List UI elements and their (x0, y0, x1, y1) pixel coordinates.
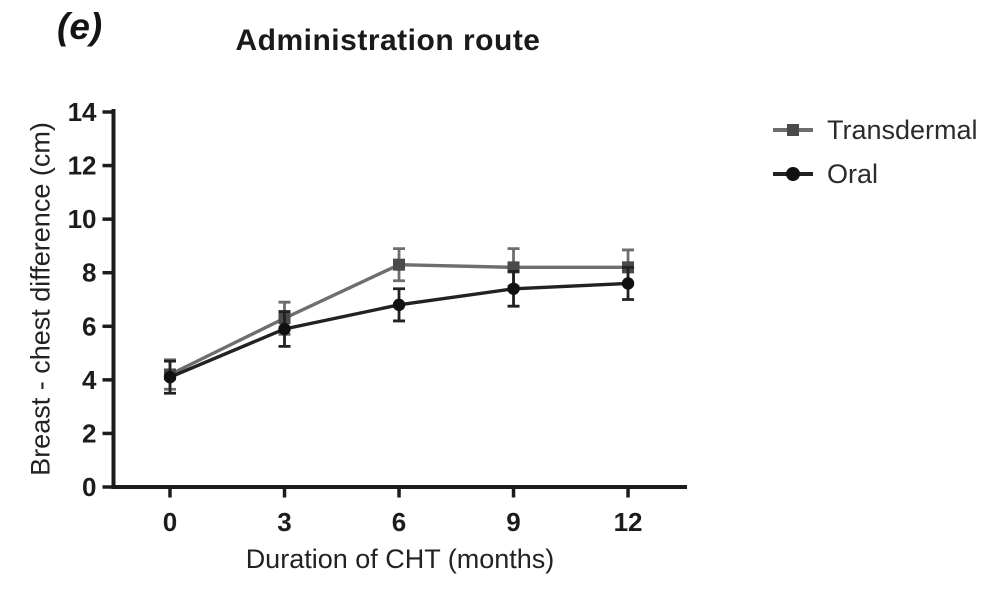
transdermal-marker-icon (773, 124, 813, 136)
svg-text:6: 6 (392, 507, 406, 537)
x-axis-label: Duration of CHT (months) (245, 544, 555, 574)
svg-text:4: 4 (82, 365, 97, 395)
legend-item-oral: Oral (772, 158, 978, 190)
legend-label-oral: Oral (827, 158, 879, 189)
svg-text:0: 0 (163, 507, 177, 537)
transdermal-legend-square (787, 124, 799, 136)
oral-marker-icon (773, 167, 813, 181)
chart-title: Administration route (235, 24, 541, 57)
legend-item-transdermal: Transdermal (772, 114, 978, 146)
svg-text:12: 12 (614, 507, 643, 537)
svg-text:3: 3 (277, 507, 291, 537)
y-axis-label: Breast - chest difference (cm) (25, 122, 56, 476)
panel-label: (e) (57, 6, 103, 47)
svg-text:6: 6 (82, 311, 96, 341)
legend-label-transdermal: Transdermal (827, 114, 978, 145)
svg-text:0: 0 (82, 472, 96, 502)
svg-text:2: 2 (82, 418, 96, 448)
legend: Transdermal Oral (772, 114, 978, 202)
svg-text:12: 12 (68, 151, 97, 181)
oral-legend-circle (786, 167, 800, 181)
svg-text:9: 9 (506, 507, 520, 537)
svg-text:10: 10 (68, 204, 97, 234)
svg-text:8: 8 (82, 258, 96, 288)
svg-text:14: 14 (68, 97, 97, 127)
